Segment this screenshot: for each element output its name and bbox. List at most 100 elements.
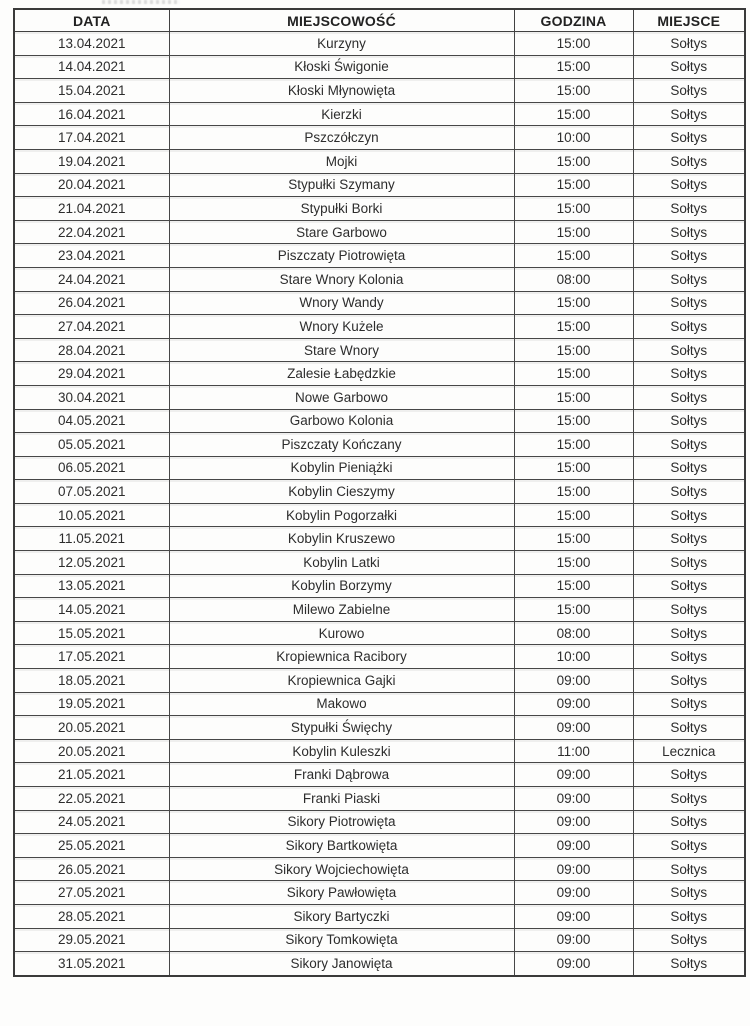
cell-godzina: 15:00 — [513, 31, 634, 56]
cell-godzina: 09:00 — [513, 809, 634, 835]
cell-data: 20.04.2021 — [13, 172, 170, 198]
cell-miejsce: Sołtys — [632, 432, 746, 457]
table-row: 15.05.2021 Kurowo 08:00 Sołtys — [13, 620, 746, 646]
cell-data: 17.04.2021 — [13, 125, 170, 150]
cell-miejscowosc: Franki Piaski — [168, 786, 515, 811]
cell-miejsce: Sołtys — [632, 903, 746, 929]
cell-data: 17.05.2021 — [13, 644, 170, 670]
cell-godzina: 15:00 — [513, 573, 634, 599]
cell-miejsce: Sołtys — [632, 78, 746, 103]
table-row: 11.05.2021 Kobylin Kruszewo 15:00 Sołtys — [13, 526, 746, 552]
cell-miejscowosc: Piszczaty Kończany — [168, 432, 515, 457]
table-row: 17.04.2021 Pszczółczyn 10:00 Sołtys — [13, 125, 746, 150]
cell-data: 24.05.2021 — [13, 809, 170, 835]
cell-miejscowosc: Sikory Pawłowięta — [168, 880, 515, 905]
cell-data: 13.04.2021 — [13, 31, 170, 56]
cell-data: 22.05.2021 — [13, 786, 170, 811]
cell-data: 14.05.2021 — [13, 597, 170, 622]
cell-godzina: 09:00 — [513, 833, 634, 858]
cell-miejsce: Sołtys — [632, 455, 746, 481]
table-row: 28.05.2021 Sikory Bartyczki 09:00 Sołtys — [13, 903, 746, 929]
cell-godzina: 09:00 — [513, 951, 634, 977]
cell-miejsce: Sołtys — [632, 809, 746, 835]
table-row: 23.04.2021 Piszczaty Piotrowięta 15:00 Sołt… — [13, 243, 746, 268]
cell-miejsce: Sołtys — [632, 856, 746, 882]
cell-godzina: 10:00 — [513, 644, 634, 670]
cell-data: 19.04.2021 — [13, 148, 170, 174]
cell-data: 10.05.2021 — [13, 502, 170, 528]
cell-godzina: 09:00 — [513, 668, 634, 693]
cell-data: 18.05.2021 — [13, 668, 170, 693]
cell-miejscowosc: Pszczółczyn — [168, 125, 515, 150]
table-row: 29.04.2021 Zalesie Łabędzkie 15:00 Sołtys — [13, 361, 746, 386]
table-header: DATA MIEJSCOWOŚĆ GODZINA MIEJSCE — [13, 8, 746, 32]
cell-miejsce: Sołtys — [632, 668, 746, 693]
cell-godzina: 15:00 — [513, 243, 634, 268]
cell-miejscowosc: Kropiewnica Racibory — [168, 644, 515, 670]
cell-miejscowosc: Zalesie Łabędzkie — [168, 361, 515, 386]
table-row: 27.05.2021 Sikory Pawłowięta 09:00 Sołtys — [13, 880, 746, 905]
cell-data: 26.05.2021 — [13, 856, 170, 882]
cell-miejsce: Sołtys — [632, 550, 746, 575]
cell-miejscowosc: Kurowo — [168, 620, 515, 646]
cell-data: 14.04.2021 — [13, 54, 170, 80]
cell-data: 15.05.2021 — [13, 620, 170, 646]
cell-miejsce: Sołtys — [632, 502, 746, 528]
table-row: 14.05.2021 Milewo Zabielne 15:00 Sołtys — [13, 597, 746, 622]
table-row: 07.05.2021 Kobylin Cieszymy 15:00 Sołtys — [13, 479, 746, 504]
table-row: 18.05.2021 Kropiewnica Gajki 09:00 Sołtys — [13, 668, 746, 693]
cell-miejsce: Sołtys — [632, 101, 746, 127]
cell-miejscowosc: Stare Garbowo — [168, 219, 515, 245]
cell-miejsce: Sołtys — [632, 266, 746, 292]
table-row: 22.05.2021 Franki Piaski 09:00 Sołtys — [13, 786, 746, 811]
table-row: 19.05.2021 Makowo 09:00 Sołtys — [13, 691, 746, 717]
column-header-godzina: GODZINA — [513, 8, 634, 32]
cell-godzina: 09:00 — [513, 762, 634, 787]
table-row: 28.04.2021 Stare Wnory 15:00 Sołtys — [13, 337, 746, 363]
cell-godzina: 15:00 — [513, 455, 634, 481]
cell-godzina: 15:00 — [513, 337, 634, 363]
cell-data: 21.05.2021 — [13, 762, 170, 787]
cell-miejscowosc: Stypułki Borki — [168, 196, 515, 221]
cell-godzina: 09:00 — [513, 903, 634, 929]
table-row: 13.04.2021 Kurzyny 15:00 Sołtys — [13, 31, 746, 56]
cell-miejscowosc: Milewo Zabielne — [168, 597, 515, 622]
cell-miejsce: Sołtys — [632, 31, 746, 56]
cell-miejscowosc: Kropiewnica Gajki — [168, 668, 515, 693]
cell-godzina: 15:00 — [513, 384, 634, 410]
cell-miejsce: Sołtys — [632, 762, 746, 787]
table-row: 24.05.2021 Sikory Piotrowięta 09:00 Sołtys — [13, 809, 746, 835]
table-row: 12.05.2021 Kobylin Latki 15:00 Sołtys — [13, 550, 746, 575]
cell-miejscowosc: Stypułki Szymany — [168, 172, 515, 198]
cell-godzina: 09:00 — [513, 856, 634, 882]
cell-data: 06.05.2021 — [13, 455, 170, 481]
cell-data: 13.05.2021 — [13, 573, 170, 599]
table-body: 13.04.2021 Kurzyny 15:00 Sołtys 14.04.2021 Kł… — [13, 31, 746, 977]
cell-data: 24.04.2021 — [13, 266, 170, 292]
cell-miejsce: Sołtys — [632, 54, 746, 80]
cell-godzina: 09:00 — [513, 927, 634, 953]
cell-godzina: 15:00 — [513, 101, 634, 127]
cell-data: 12.05.2021 — [13, 550, 170, 575]
cell-data: 31.05.2021 — [13, 951, 170, 977]
cell-miejsce: Sołtys — [632, 314, 746, 339]
cell-data: 25.05.2021 — [13, 833, 170, 858]
cell-miejscowosc: Kłoski Świgonie — [168, 54, 515, 80]
table-row: 16.04.2021 Kierzki 15:00 Sołtys — [13, 101, 746, 127]
cell-miejscowosc: Mojki — [168, 148, 515, 174]
cell-miejsce: Sołtys — [632, 408, 746, 434]
cell-godzina: 15:00 — [513, 432, 634, 457]
cell-miejsce: Sołtys — [632, 691, 746, 717]
table-row: 31.05.2021 Sikory Janowięta 09:00 Sołtys — [13, 951, 746, 977]
cell-godzina: 15:00 — [513, 196, 634, 221]
cell-miejsce: Sołtys — [632, 361, 746, 386]
cell-data: 30.04.2021 — [13, 384, 170, 410]
cell-data: 28.04.2021 — [13, 337, 170, 363]
cell-miejsce: Sołtys — [632, 172, 746, 198]
cell-miejscowosc: Sikory Wojciechowięta — [168, 856, 515, 882]
cell-data: 15.04.2021 — [13, 78, 170, 103]
cell-godzina: 15:00 — [513, 408, 634, 434]
cell-data: 07.05.2021 — [13, 479, 170, 504]
table-row: 13.05.2021 Kobylin Borzymy 15:00 Sołtys — [13, 573, 746, 599]
